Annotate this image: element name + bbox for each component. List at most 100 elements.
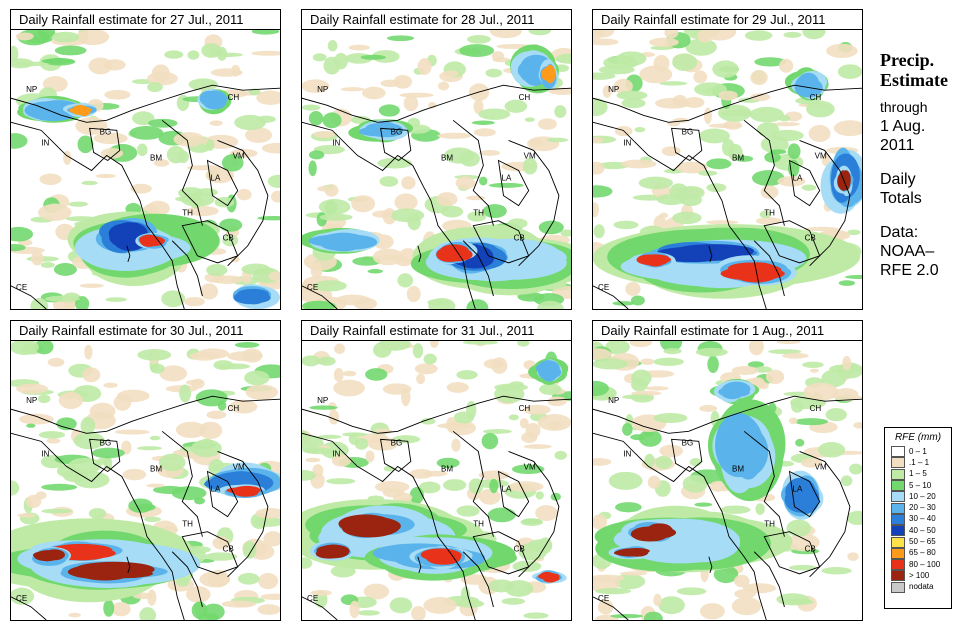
map-label-np: NP bbox=[317, 396, 328, 405]
rain-speckle bbox=[436, 457, 460, 469]
map-label-ce: CE bbox=[598, 283, 610, 292]
rain-speckle bbox=[68, 612, 81, 618]
map-label-in: IN bbox=[41, 449, 49, 458]
rain-speckle bbox=[593, 185, 613, 198]
rain-speckle bbox=[130, 183, 152, 194]
rain-speckle bbox=[511, 464, 545, 474]
rain-speckle bbox=[539, 383, 562, 395]
rain-speckle bbox=[444, 147, 475, 164]
rain-speckle bbox=[508, 481, 544, 492]
rain-speckle bbox=[331, 454, 352, 467]
rain-speckle bbox=[817, 442, 846, 458]
rain-speckle bbox=[597, 599, 614, 615]
legend-swatch bbox=[891, 547, 905, 559]
legend-item: 50 – 65 bbox=[885, 536, 951, 548]
rain-speckle bbox=[605, 341, 630, 355]
rain-speckle bbox=[392, 435, 421, 444]
legend-label: 5 – 10 bbox=[909, 480, 932, 490]
map-label-ce: CE bbox=[598, 594, 610, 603]
rain-speckle bbox=[46, 438, 61, 444]
rain-speckle bbox=[478, 108, 511, 120]
rain-speckle bbox=[768, 349, 802, 355]
rain-speckle bbox=[256, 90, 280, 105]
rain-speckle bbox=[640, 358, 655, 365]
rain-speckle bbox=[319, 213, 353, 221]
rain-speckle bbox=[507, 218, 528, 229]
rain-speckle bbox=[186, 586, 211, 603]
rain-speckle bbox=[416, 373, 426, 385]
legend-label: 40 – 50 bbox=[909, 525, 936, 535]
coastline-border bbox=[11, 121, 185, 309]
rain-speckle bbox=[327, 40, 338, 52]
rain-speckle bbox=[712, 60, 739, 78]
rain-speckle bbox=[778, 115, 791, 122]
rain-speckle bbox=[734, 155, 754, 162]
rain-speckle bbox=[593, 380, 609, 397]
rain-speckle bbox=[166, 145, 186, 164]
legend-swatch bbox=[891, 525, 905, 537]
map-label-ch: CH bbox=[519, 93, 531, 102]
rain-speckle bbox=[302, 557, 313, 569]
rain-speckle bbox=[207, 569, 230, 588]
rain-speckle bbox=[550, 492, 561, 501]
rain-speckle bbox=[258, 573, 279, 590]
data-line-2: NOAA– bbox=[880, 243, 935, 260]
rain-cell bbox=[425, 549, 456, 563]
coastline-border bbox=[126, 245, 131, 262]
rain-speckle bbox=[158, 453, 186, 472]
legend-item: 5 – 10 bbox=[885, 480, 951, 492]
rain-speckle bbox=[663, 348, 682, 355]
coastline-border bbox=[452, 119, 494, 226]
rain-speckle bbox=[806, 100, 835, 118]
heading-line-2: Estimate bbox=[880, 70, 948, 90]
rain-speckle bbox=[429, 341, 439, 348]
rain-speckle bbox=[308, 150, 325, 160]
rain-speckle bbox=[245, 384, 279, 400]
coastline-border bbox=[11, 285, 47, 309]
rain-speckle bbox=[630, 295, 645, 306]
rain-speckle bbox=[699, 404, 718, 412]
map-label-la: LA bbox=[501, 174, 511, 183]
rain-speckle bbox=[664, 30, 679, 39]
rain-speckle bbox=[187, 50, 200, 60]
rain-speckle bbox=[139, 607, 157, 620]
rain-speckle bbox=[334, 343, 346, 355]
coastline-border bbox=[206, 470, 239, 518]
rain-speckle bbox=[779, 58, 794, 73]
rain-cell bbox=[341, 519, 398, 538]
legend-label: > 100 bbox=[909, 570, 930, 580]
rain-speckle bbox=[73, 432, 105, 450]
map-label-in: IN bbox=[41, 138, 49, 147]
rain-speckle bbox=[248, 88, 261, 96]
rain-speckle bbox=[615, 502, 642, 513]
rain-speckle bbox=[809, 368, 819, 373]
panel-title: Daily Rainfall estimate for 30 Jul., 201… bbox=[11, 321, 280, 341]
rain-speckle bbox=[508, 414, 519, 421]
coastline-border bbox=[181, 220, 239, 264]
rain-speckle bbox=[672, 211, 702, 225]
rain-speckle bbox=[302, 355, 321, 367]
rain-speckle bbox=[186, 205, 219, 217]
legend-swatch bbox=[891, 513, 905, 525]
panel-1-aug: Daily Rainfall estimate for 1 Aug., 2011… bbox=[592, 320, 863, 621]
rain-speckle bbox=[362, 86, 386, 100]
rain-speckle bbox=[631, 369, 652, 387]
rain-speckle bbox=[11, 480, 20, 496]
map-label-np: NP bbox=[608, 396, 619, 405]
rain-speckle bbox=[302, 104, 321, 111]
coastline-border bbox=[753, 551, 785, 608]
coastline-border bbox=[302, 395, 571, 434]
map-label-bm: BM bbox=[441, 153, 453, 162]
rain-speckle bbox=[808, 124, 831, 143]
rain-speckle bbox=[676, 161, 708, 174]
rain-speckle bbox=[468, 478, 484, 494]
rain-speckle bbox=[317, 434, 342, 439]
rain-speckle bbox=[308, 160, 317, 177]
rain-speckle bbox=[15, 32, 34, 41]
rain-cell bbox=[720, 426, 756, 473]
rain-speckle bbox=[744, 30, 773, 41]
rain-speckle bbox=[328, 409, 340, 425]
map-label-cb: CB bbox=[223, 234, 234, 243]
rain-speckle bbox=[11, 133, 28, 149]
